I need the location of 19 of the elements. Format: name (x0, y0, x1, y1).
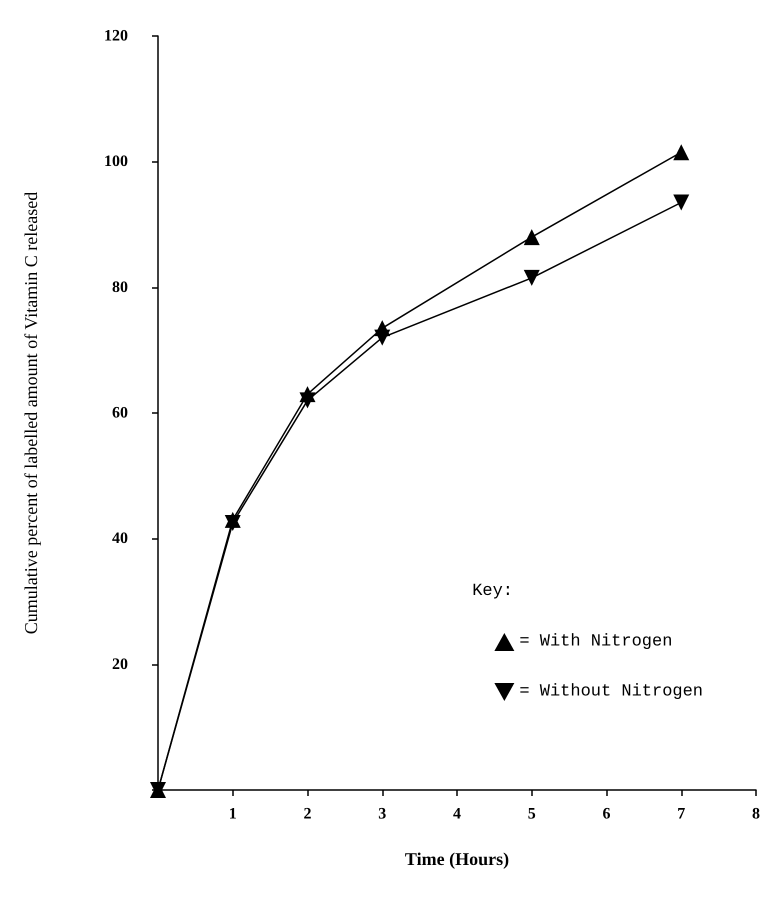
x-tick-label: 1 (228, 806, 237, 822)
y-tick-label: 80 (112, 278, 128, 296)
x-tick-label: 2 (304, 806, 312, 822)
legend-label: = With Nitrogen (519, 632, 672, 652)
y-tick-label: 120 (104, 28, 128, 44)
legend-title: Key: (472, 582, 514, 601)
x-tick-label: 7 (677, 806, 686, 822)
x-tick-label: 3 (378, 806, 386, 822)
x-tick-label: 8 (752, 806, 760, 822)
x-axis-title: Time (Hours) (404, 849, 510, 869)
y-axis-title: Cumulative percent of labelled amount of Vitamin C released (21, 192, 41, 634)
y-tick-label: 20 (112, 656, 128, 673)
x-tick-label: 4 (453, 806, 461, 822)
x-tick-label: 6 (602, 806, 610, 822)
y-tick-label: 40 (112, 530, 128, 548)
x-tick-label: 5 (528, 806, 536, 822)
legend-label: = Without Nitrogen (519, 682, 704, 702)
y-tick-label: 100 (104, 153, 128, 170)
y-tick-label: 60 (112, 404, 128, 422)
